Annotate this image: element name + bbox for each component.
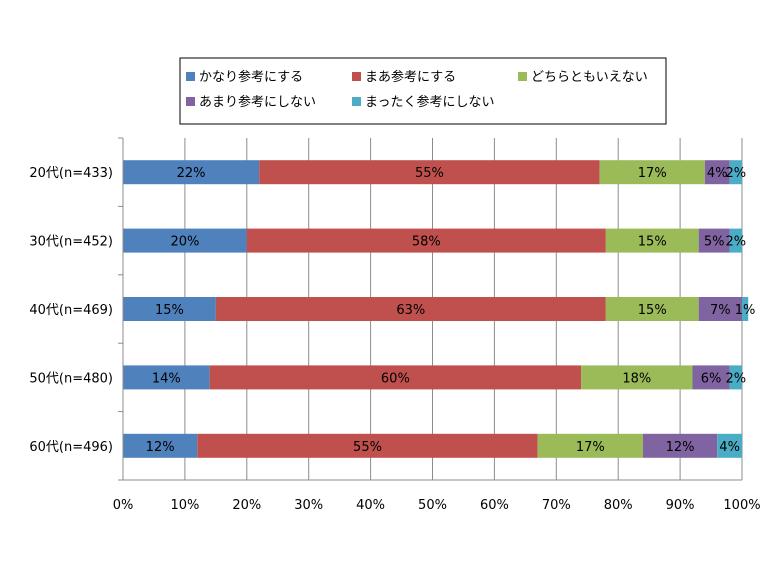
data-label: 7% [710,303,731,318]
x-tick-label: 60% [480,498,509,513]
bar-segment [259,160,600,185]
bar-segment [581,365,693,390]
data-label: 1% [735,303,756,318]
data-label: 15% [638,235,667,250]
bar-segment [209,365,582,390]
bar-segment [729,365,742,390]
bar-segment [605,297,699,321]
x-tick-label: 40% [356,498,385,513]
data-label: 15% [638,303,667,318]
category-label: 40代(n=469) [29,303,113,318]
bar-segment [197,433,538,458]
legend-label: まあ参考にする [365,69,456,85]
bar-segment [605,228,699,253]
category-label: 20代(n=433) [29,166,113,181]
data-label: 4% [719,440,740,455]
x-tick-label: 100% [723,498,760,513]
data-label: 17% [638,166,667,181]
bar-segment [123,365,210,390]
legend-swatch [186,72,195,81]
data-label: 55% [415,166,444,181]
category-label: 30代(n=452) [29,235,113,250]
bar-segment [123,160,260,185]
legend-swatch [518,72,527,81]
data-label: 60% [381,371,410,386]
bar-segment [599,160,705,185]
bar-segment [729,228,742,253]
bar-segment [698,228,730,253]
data-label: 63% [396,303,425,318]
bar-segment [729,160,742,185]
x-tick-label: 70% [542,498,571,513]
bar-segment [692,365,730,390]
category-label: 60代(n=496) [29,440,113,455]
data-label: 5% [704,235,725,250]
legend-label: どちらともいえない [531,70,648,85]
bar-segment [246,228,606,253]
bar-segment [704,160,730,185]
data-label: 4% [707,166,728,181]
data-label: 12% [146,440,175,455]
legend-label: まったく参考にしない [365,94,494,110]
x-tick-label: 30% [294,498,323,513]
bar-segment [123,297,216,321]
x-tick-label: 10% [170,498,199,513]
bars [123,160,749,458]
data-label: 55% [353,440,382,455]
legend-swatch [352,72,361,81]
data-label: 2% [725,166,746,181]
data-label: 20% [170,235,199,250]
bar-segment [537,433,643,458]
x-tick-label: 80% [604,498,633,513]
legend-frame [179,57,667,125]
bar-segment [742,297,749,321]
data-label: 2% [725,235,746,250]
bar-segment [123,228,247,253]
bar-segment [642,433,718,458]
data-label: 18% [622,371,651,386]
bar-segment [215,297,606,321]
data-label: 12% [666,440,695,455]
bar-segment [717,433,742,458]
x-tick-label: 20% [232,498,261,513]
data-label: 17% [576,440,605,455]
legend-swatch [352,97,361,106]
data-label: 22% [177,166,206,181]
category-label: 50代(n=480) [29,371,113,386]
data-label: 15% [155,303,184,318]
x-tick-label: 50% [418,498,447,513]
bar-segment [698,297,742,321]
x-tick-label: 0% [113,498,134,513]
data-label: 58% [412,235,441,250]
bar-segment [123,433,198,458]
data-label: 2% [725,371,746,386]
legend-label: かなり参考にする [199,69,303,85]
legend-swatch [186,97,195,106]
data-label: 14% [152,371,181,386]
axes [118,137,742,481]
x-tick-label: 90% [666,498,695,513]
labels: 0% 10% 20% 30% 40% 50% 60% 70% 80% 90% 100% 20代(n=4… [29,166,760,513]
legend-label: あまり参考にしない [199,94,316,110]
data-label: 6% [701,371,722,386]
